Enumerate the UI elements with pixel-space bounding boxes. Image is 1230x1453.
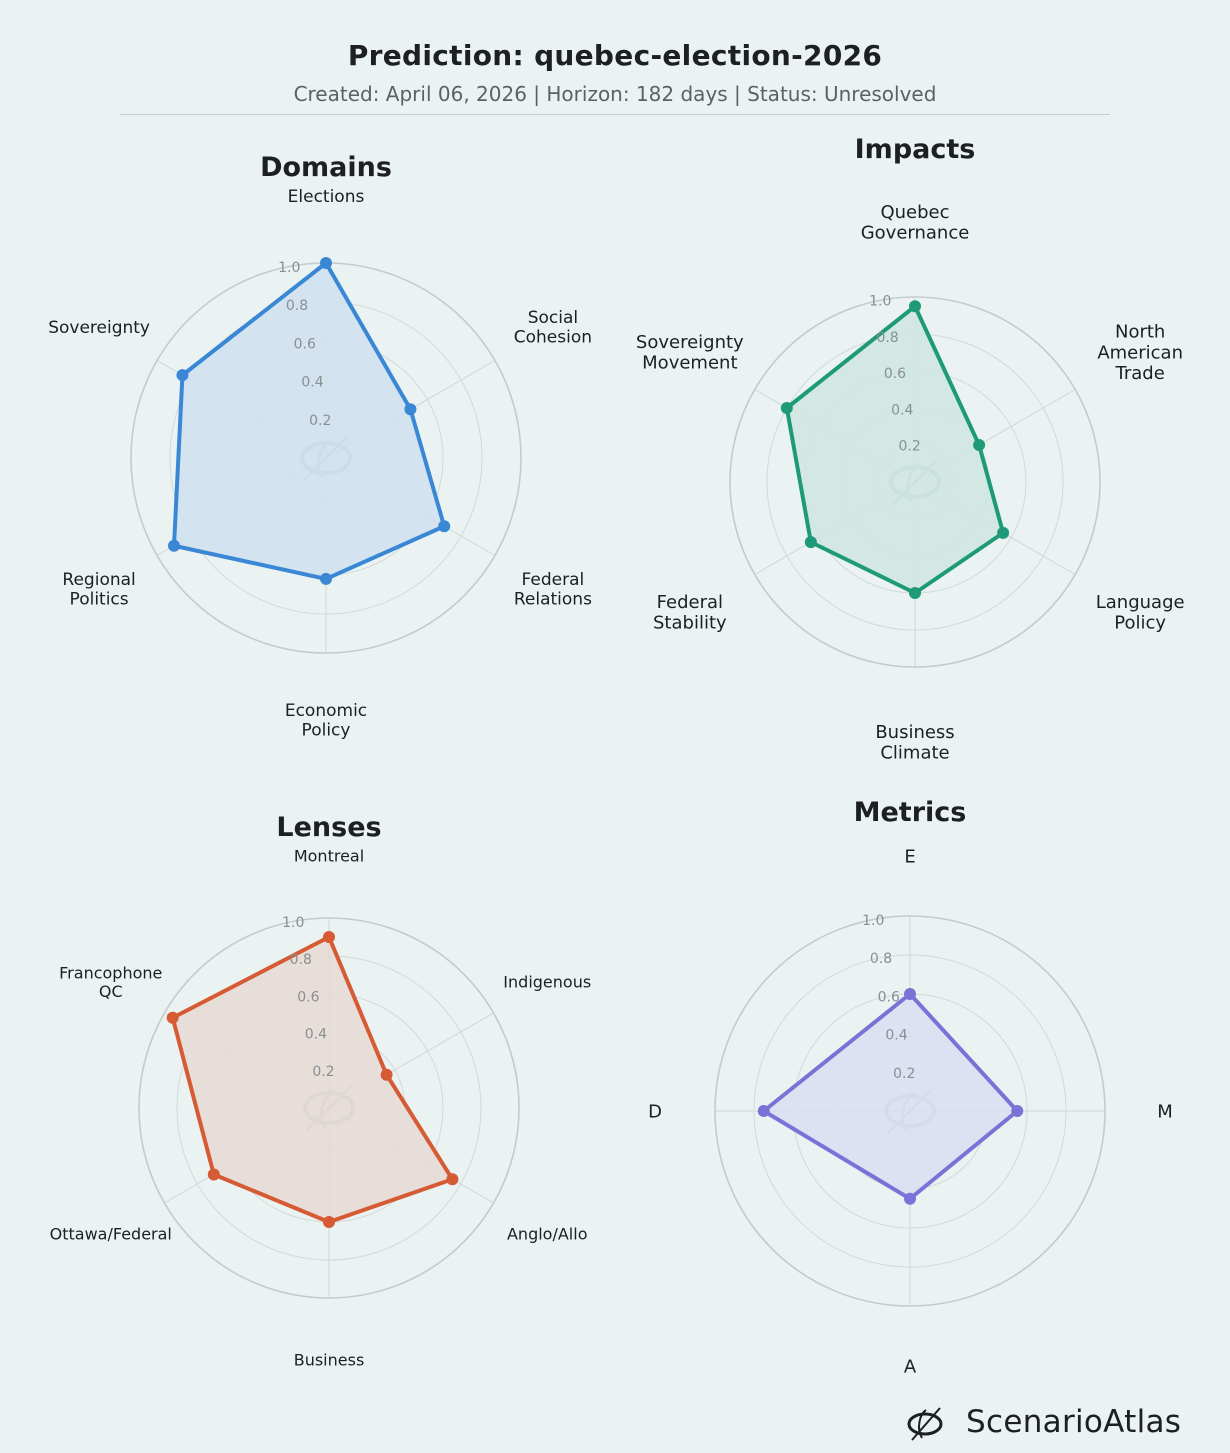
- category-label: Economic Policy: [285, 701, 367, 741]
- category-label: Quebec Governance: [861, 202, 970, 244]
- data-point: [904, 988, 916, 1000]
- data-point: [446, 1173, 459, 1186]
- category-label: Indigenous: [503, 973, 591, 992]
- data-point: [176, 369, 189, 382]
- category-label: Francophone QC: [59, 963, 162, 1000]
- category-label: Business Climate: [875, 722, 954, 764]
- category-label: Language Policy: [1096, 592, 1185, 634]
- chart-title: Impacts: [855, 134, 976, 165]
- chart-title: Metrics: [854, 797, 967, 828]
- data-point: [909, 300, 921, 313]
- radial-tick-label: 0.6: [297, 989, 319, 1005]
- category-label: Regional Politics: [62, 570, 135, 610]
- radial-tick-label: 0.8: [290, 952, 312, 968]
- radial-tick-label: 0.4: [885, 1028, 907, 1044]
- data-point: [1011, 1105, 1024, 1117]
- radial-tick-label: 1.0: [869, 294, 891, 310]
- radar-chart-metrics: Metrics 0.2 0.4 0.6 0.8 1.0 E M A D: [648, 797, 1173, 1377]
- data-point: [997, 526, 1010, 539]
- radial-tick-label: 0.2: [899, 439, 921, 455]
- data-point: [804, 536, 817, 549]
- data-point: [320, 257, 332, 269]
- radial-tick-label: 0.6: [294, 336, 316, 352]
- category-label: Social Cohesion: [514, 308, 592, 348]
- series-area: [786, 306, 1004, 593]
- radial-tick-label: 0.4: [891, 402, 913, 418]
- radar-chart-impacts: Impacts 0.2 0.4 0.6 0.8 1.0 Quebec Governance No…: [636, 134, 1185, 764]
- chart-title: Lenses: [276, 812, 381, 843]
- data-point: [320, 572, 332, 585]
- radial-tick-label: 0.4: [301, 375, 323, 391]
- data-point: [780, 402, 793, 414]
- category-label: Montreal: [294, 847, 364, 866]
- category-label: Sovereignty Movement: [636, 332, 744, 374]
- radial-tick-label: 0.2: [893, 1066, 915, 1082]
- radial-tick-label: 0.2: [309, 413, 331, 429]
- series-area: [763, 994, 1018, 1199]
- radial-tick-label: 0.8: [870, 951, 892, 967]
- data-point: [757, 1105, 770, 1117]
- category-label: D: [648, 1101, 662, 1122]
- data-point: [323, 1216, 335, 1228]
- series-area: [174, 263, 445, 579]
- radial-tick-label: 0.4: [305, 1027, 327, 1043]
- radial-tick-label: 1.0: [278, 260, 300, 276]
- data-point: [168, 539, 181, 552]
- category-label: Federal Relations: [514, 570, 592, 610]
- radial-tick-label: 0.8: [286, 298, 308, 314]
- category-label: M: [1157, 1101, 1173, 1122]
- chart-title: Domains: [260, 152, 392, 183]
- category-label: Ottawa/Federal: [50, 1225, 172, 1244]
- page-subtitle: Created: April 06, 2026 | Horizon: 182 d…: [293, 82, 937, 106]
- radar-chart-domains: Domains 0.2 0.4 0.6 0.8 1.0 Elections Social Coh…: [48, 152, 592, 741]
- radial-tick-label: 0.6: [884, 366, 906, 382]
- data-point: [909, 587, 921, 599]
- data-point: [323, 931, 335, 943]
- radial-tick-label: 1.0: [282, 915, 304, 931]
- header: Prediction: quebec-election-2026 Created…: [0, 36, 1230, 108]
- category-label: E: [904, 846, 915, 867]
- category-label: North American Trade: [1097, 322, 1183, 384]
- category-label: Elections: [288, 187, 365, 207]
- category-label: A: [904, 1356, 917, 1377]
- category-label: Anglo/Allo: [507, 1225, 588, 1244]
- data-point: [166, 1011, 179, 1024]
- series-area: [172, 937, 453, 1222]
- brand-name: ScenarioAtlas: [966, 1404, 1182, 1440]
- data-point: [207, 1168, 220, 1181]
- radial-tick-label: 1.0: [862, 913, 884, 929]
- radar-chart-lenses: Lenses 0.2 0.4 0.6 0.8 1.0 Montreal Indigenous A…: [50, 812, 592, 1370]
- data-point: [438, 520, 451, 533]
- data-point: [380, 1068, 393, 1081]
- radial-tick-label: 0.2: [312, 1064, 334, 1080]
- data-point: [904, 1192, 916, 1205]
- header-divider: [120, 114, 1110, 115]
- category-label: Sovereignty: [48, 318, 150, 338]
- page-title: Prediction: quebec-election-2026: [347, 39, 883, 72]
- radial-tick-label: 0.8: [876, 330, 898, 346]
- data-point: [973, 439, 986, 451]
- data-point: [404, 403, 417, 416]
- scenarioatlas-logo-icon: [907, 1407, 943, 1441]
- brand: ScenarioAtlas: [900, 1400, 1200, 1448]
- category-label: Federal Stability: [653, 592, 727, 634]
- category-label: Business: [294, 1351, 365, 1370]
- radial-tick-label: 0.6: [878, 989, 900, 1005]
